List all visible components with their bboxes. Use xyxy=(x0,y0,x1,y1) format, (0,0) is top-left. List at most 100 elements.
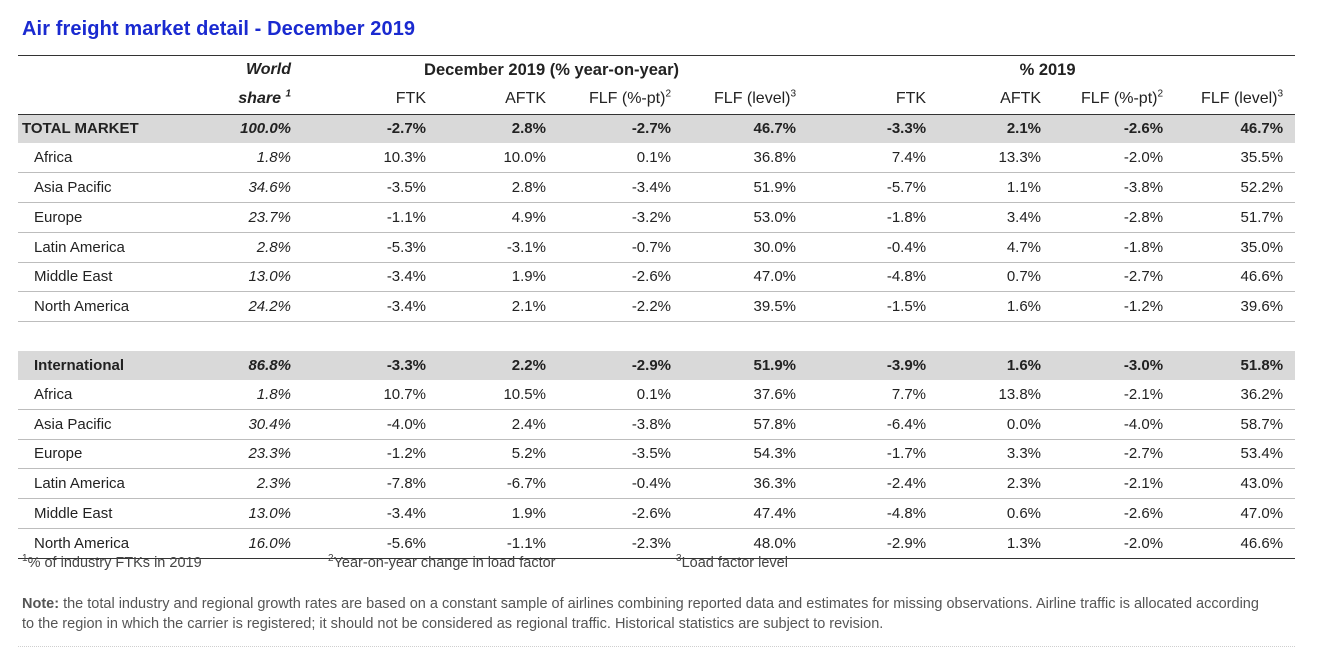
col-label: FLF (level) xyxy=(1201,90,1278,108)
value-cell: 46.7% xyxy=(683,114,809,144)
row-label: Middle East xyxy=(18,262,188,293)
value-cell: -3.1% xyxy=(438,232,558,263)
world-share-cell: 1.8% xyxy=(188,379,303,410)
note-paragraph: Note: the total industry and regional gr… xyxy=(22,594,1272,634)
value-cell: -3.4% xyxy=(303,262,438,293)
value-cell: 7.4% xyxy=(808,143,939,174)
value-cell: -7.8% xyxy=(303,468,438,500)
value-cell: 52.2% xyxy=(1175,172,1296,203)
value-cell: -6.7% xyxy=(438,468,558,500)
header-blank-2 xyxy=(18,84,188,115)
col-header: FLF (level)3 xyxy=(683,84,809,115)
value-cell: 1.6% xyxy=(938,351,1054,380)
world-share-cell: 100.0% xyxy=(188,114,303,144)
value-cell: -3.4% xyxy=(558,172,683,203)
world-share-cell: 13.0% xyxy=(188,498,303,529)
value-cell: -1.8% xyxy=(1053,232,1176,263)
value-cell: -5.7% xyxy=(808,172,939,203)
group-header-2019: % 2019 xyxy=(1019,60,1076,79)
value-cell: 2.1% xyxy=(438,291,558,323)
value-cell: 0.1% xyxy=(558,379,683,410)
world-share-cell: 30.4% xyxy=(188,409,303,440)
air-freight-table: World December 2019 (% year-on-year) % 2… xyxy=(18,55,1296,559)
value-cell: -2.7% xyxy=(558,114,683,144)
value-cell: 51.9% xyxy=(683,172,809,203)
intl-region-row: Africa 1.8% 10.7% 10.5% 0.1% 37.6% 7.7% 13.8% -2… xyxy=(18,379,1296,410)
col-label: AFTK xyxy=(505,90,546,108)
value-cell: 53.0% xyxy=(683,202,809,233)
row-label: International xyxy=(18,351,188,380)
footnote-sup: 1 xyxy=(22,553,28,565)
share-label: share xyxy=(238,90,281,108)
world-share-cell: 24.2% xyxy=(188,291,303,323)
page-title: Air freight market detail - December 201… xyxy=(22,18,416,40)
world-share-cell: 86.8% xyxy=(188,351,303,380)
col-sup: 2 xyxy=(665,88,671,100)
row-label: North America xyxy=(18,528,188,559)
value-cell: 10.3% xyxy=(303,143,438,174)
footnote-3: 3Load factor level xyxy=(676,553,788,571)
col-label: FTK xyxy=(895,90,927,108)
value-cell: -5.6% xyxy=(303,528,438,559)
value-cell: -4.8% xyxy=(808,262,939,293)
value-cell: -3.0% xyxy=(1053,351,1176,380)
value-cell: -2.7% xyxy=(1053,439,1176,470)
value-cell: -2.7% xyxy=(303,114,438,144)
row-label: Asia Pacific xyxy=(18,409,188,440)
value-cell: 7.7% xyxy=(808,379,939,410)
row-label: Latin America xyxy=(18,468,188,500)
value-cell: 47.4% xyxy=(683,498,809,529)
value-cell: 1.9% xyxy=(438,498,558,529)
world-share-cell: 23.3% xyxy=(188,439,303,470)
col-header: FTK xyxy=(303,84,438,115)
note-text: the total industry and regional growth r… xyxy=(22,596,1259,632)
value-cell: 4.7% xyxy=(938,232,1054,263)
intl-region-row: Europe 23.3% -1.2% 5.2% -3.5% 54.3% -1.7% 3.3% -… xyxy=(18,439,1296,470)
footnote-text: % of industry FTKs in 2019 xyxy=(27,555,202,571)
world-share-cell: 23.7% xyxy=(188,202,303,233)
row-label: Latin America xyxy=(18,232,188,263)
value-cell: -5.3% xyxy=(303,232,438,263)
region-row: Asia Pacific 34.6% -3.5% 2.8% -3.4% 51.9% -5.7… xyxy=(18,172,1296,203)
value-cell: -4.0% xyxy=(1053,409,1176,440)
value-cell: 0.6% xyxy=(938,498,1054,529)
value-cell: -0.4% xyxy=(558,468,683,500)
footnote-sup: 3 xyxy=(676,553,682,565)
value-cell: 47.0% xyxy=(1175,498,1296,529)
value-cell: 0.7% xyxy=(938,262,1054,293)
value-cell: 37.6% xyxy=(683,379,809,410)
world-share-cell: 13.0% xyxy=(188,262,303,293)
value-cell: -3.9% xyxy=(808,351,939,380)
total-market-row: TOTAL MARKET 100.0% -2.7% 2.8% -2.7% 46.7% -3.… xyxy=(18,114,1296,144)
value-cell: -6.4% xyxy=(808,409,939,440)
world-share-cell: 2.3% xyxy=(188,468,303,500)
value-cell: -1.1% xyxy=(438,528,558,559)
region-row: Latin America 2.8% -5.3% -3.1% -0.7% 30.0% -0.… xyxy=(18,232,1296,263)
value-cell: 3.3% xyxy=(938,439,1054,470)
share-sup: 1 xyxy=(285,88,291,100)
value-cell: -1.8% xyxy=(808,202,939,233)
international-row: International 86.8% -3.3% 2.2% -2.9% 51.9% -3.… xyxy=(18,351,1296,380)
col-label: FLF (level) xyxy=(714,90,791,108)
col-header: FLF (%-pt)2 xyxy=(1053,84,1176,115)
note-label: Note: xyxy=(22,596,60,612)
value-cell: 10.0% xyxy=(438,143,558,174)
value-cell: 51.9% xyxy=(683,351,809,380)
value-cell: -2.6% xyxy=(1053,114,1176,144)
value-cell: 3.4% xyxy=(938,202,1054,233)
value-cell: 2.2% xyxy=(438,351,558,380)
value-cell: -3.8% xyxy=(1053,172,1176,203)
value-cell: 48.0% xyxy=(683,528,809,559)
value-cell: -2.9% xyxy=(808,528,939,559)
value-cell: 35.5% xyxy=(1175,143,1296,174)
value-cell: -1.2% xyxy=(303,439,438,470)
value-cell: 46.6% xyxy=(1175,528,1296,559)
intl-region-row: Latin America 2.3% -7.8% -6.7% -0.4% 36.3% -2.… xyxy=(18,468,1296,500)
value-cell: -2.1% xyxy=(1053,468,1176,500)
value-cell: -2.3% xyxy=(558,528,683,559)
value-cell: -2.9% xyxy=(558,351,683,380)
col-header: FLF (%-pt)2 xyxy=(558,84,683,115)
world-share-cell: 16.0% xyxy=(188,528,303,559)
intl-region-row: Middle East 13.0% -3.4% 1.9% -2.6% 47.4% -4.8%… xyxy=(18,498,1296,529)
value-cell: -2.4% xyxy=(808,468,939,500)
